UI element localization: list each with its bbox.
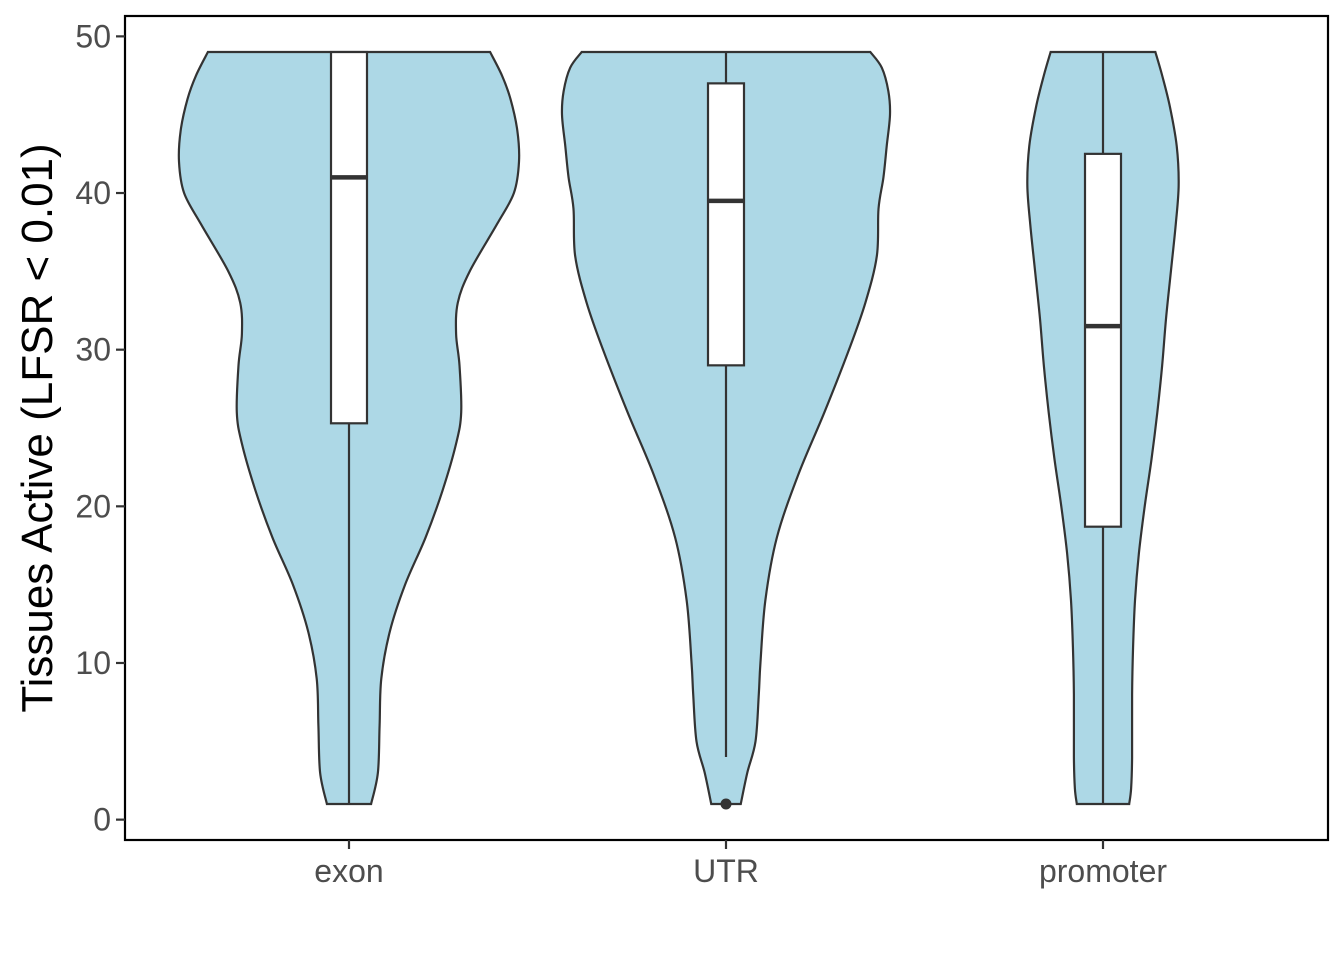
x-tick-label-promoter: promoter xyxy=(1039,853,1167,889)
y-tick-label: 0 xyxy=(93,802,111,838)
y-tick-label: 10 xyxy=(75,645,111,681)
x-tick-label-UTR: UTR xyxy=(693,853,759,889)
box-exon xyxy=(329,50,369,425)
y-axis: 0 10 20 30 40 50 xyxy=(75,18,125,838)
box-UTR xyxy=(706,82,746,367)
y-axis-title: Tissues Active (LFSR < 0.01) xyxy=(13,143,62,712)
y-tick-label: 50 xyxy=(75,18,111,54)
box-promoter xyxy=(1083,152,1123,528)
x-axis: exon UTR promoter xyxy=(314,840,1167,889)
y-tick-label: 40 xyxy=(75,175,111,211)
x-tick-label-exon: exon xyxy=(314,853,383,889)
y-tick-label: 30 xyxy=(75,332,111,368)
boxplots-layer xyxy=(329,50,1123,810)
outlier-point-UTR xyxy=(720,798,732,810)
y-tick-label: 20 xyxy=(75,488,111,524)
